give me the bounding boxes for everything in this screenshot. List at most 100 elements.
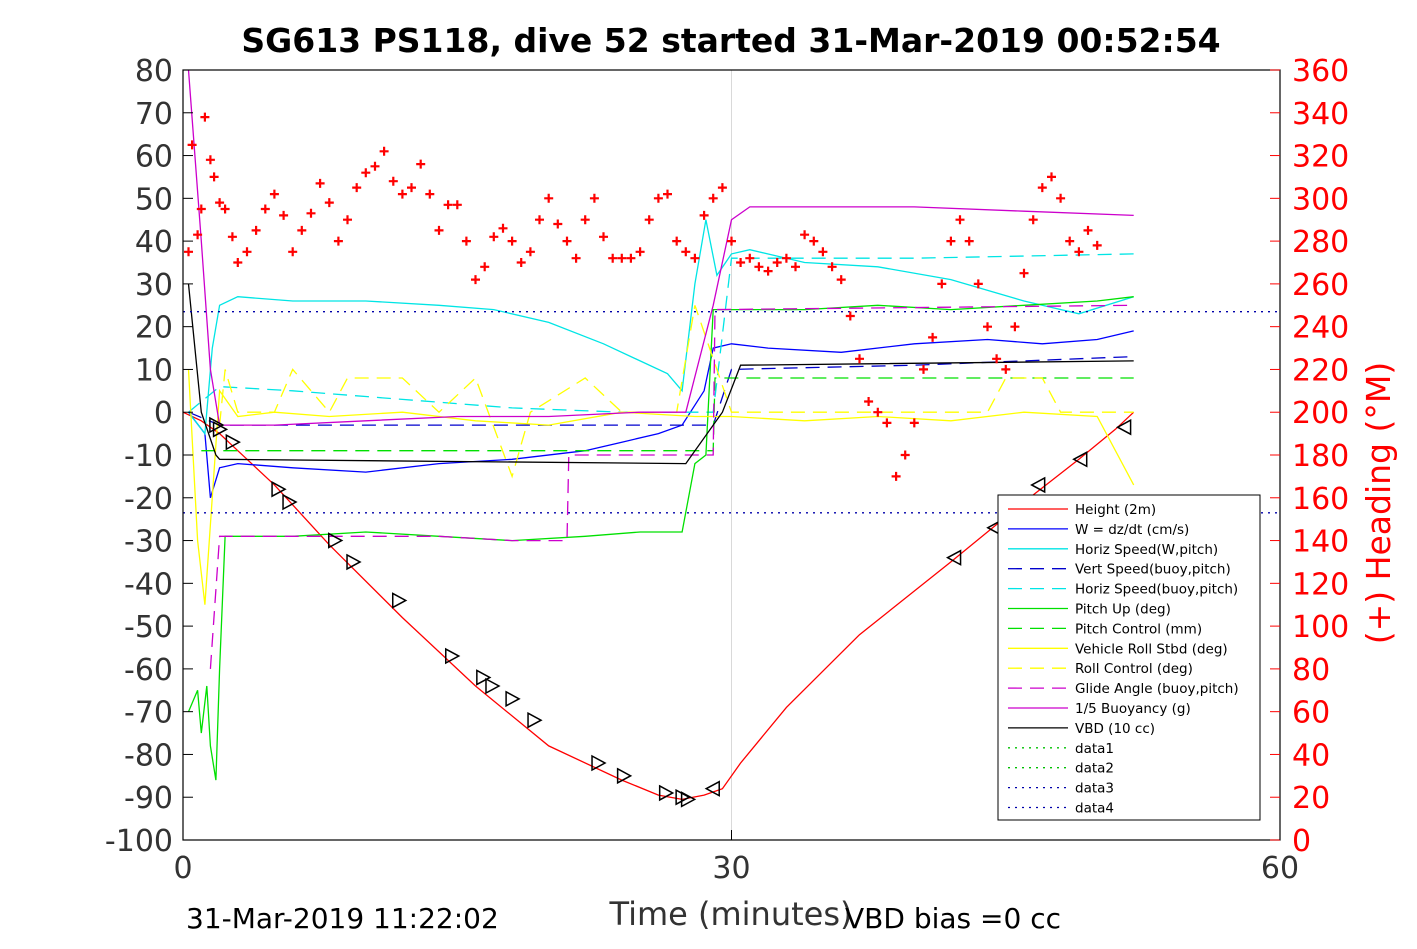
legend-label: Height (2m) [1075,502,1156,518]
right-tick-label: 220 [1292,353,1349,388]
heading-point [507,236,517,246]
heading-markers [184,113,1102,481]
heading-point [480,262,490,272]
left-tick-label: -30 [124,525,173,560]
heading-point [184,247,193,257]
x-tick-label: 0 [173,851,192,886]
legend-label: Roll Control (deg) [1075,661,1193,677]
event-marker [591,754,607,772]
event-marker [271,480,287,498]
heading-point [781,253,791,263]
left-tick-label: 50 [135,182,173,217]
right-tick-label: 260 [1292,268,1349,303]
left-tick-label: 40 [135,225,173,260]
heading-point [306,208,316,218]
event-marker [658,784,675,802]
legend-label: 1/5 Buoyancy (g) [1075,701,1191,717]
heading-point [745,253,755,263]
heading-point [1074,247,1084,257]
heading-point [562,236,572,246]
heading-point [580,215,590,225]
series-line-5 [187,296,1134,781]
x-tick-label: 60 [1261,851,1299,886]
left-tick-label: 30 [135,268,173,303]
heading-point [763,266,773,276]
heading-point [1056,193,1066,203]
heading-point [370,161,380,171]
heading-point [937,279,947,289]
right-tick-label: 320 [1292,140,1349,175]
heading-point [297,225,307,235]
legend-label: data1 [1075,741,1114,757]
right-tick-label: 60 [1292,696,1330,731]
right-tick-label: 200 [1292,396,1349,431]
legend-label: W = dz/dt (cm/s) [1075,522,1189,538]
heading-point [324,198,334,208]
heading-point [279,210,289,220]
heading-point [333,236,343,246]
heading-point [818,247,828,257]
heading-point [1028,215,1038,225]
heading-point [708,193,718,203]
heading-point [964,236,974,246]
heading-point [443,200,453,210]
heading-point [754,262,764,272]
event-marker [282,493,298,511]
heading-point [992,354,1002,364]
x-axis-ticks: 0 30 60 [173,830,1299,886]
x-tick-label: 30 [712,851,750,886]
left-tick-label: 20 [135,311,173,346]
heading-point [608,253,618,263]
heading-point [653,193,663,203]
heading-point [315,178,325,188]
footer-timestamp: 31-Mar-2019 11:22:02 [186,902,499,935]
right-tick-label: 140 [1292,525,1349,560]
heading-point [1065,236,1075,246]
series-line-7 [187,369,1135,605]
event-marker [328,532,344,549]
series-line-10 [187,69,1134,426]
heading-point [471,275,480,285]
heading-point [361,168,371,178]
heading-point [699,210,709,220]
heading-point [571,253,581,263]
heading-point [452,200,462,210]
legend-label: Pitch Control (mm) [1075,621,1202,637]
right-tick-label: 180 [1292,439,1349,474]
heading-point [1010,322,1020,332]
left-tick-label: 60 [135,140,173,175]
heading-point [288,247,298,257]
heading-point [626,253,636,263]
legend-label: data2 [1075,761,1114,777]
left-axis-ticks: 80 70 60 50 40 30 20 10 0 -10 -20 -30 -40 -50 -60 -70 -8… [105,54,193,859]
right-tick-label: 40 [1292,738,1330,773]
heading-point [891,471,901,481]
heading-point [589,193,599,203]
left-tick-label: -60 [124,653,173,688]
heading-point [1092,240,1102,250]
left-tick-label: -80 [124,738,173,773]
right-axis-label: (+) Heading (°M) [1359,362,1398,644]
heading-point [209,172,219,182]
heading-point [461,236,471,246]
heading-point [215,198,225,208]
right-tick-label: 100 [1292,610,1349,645]
heading-point [196,204,206,214]
legend-label: Horiz Speed(buoy,pitch) [1075,582,1238,598]
heading-point [928,332,938,342]
left-tick-label: -70 [124,696,173,731]
event-marker [505,690,521,708]
legend-label: Pitch Up (deg) [1075,602,1171,618]
event-marker [680,791,697,808]
heading-point [516,258,526,267]
heading-point [617,253,627,263]
legend-label: Horiz Speed(W,pitch) [1075,542,1218,558]
heading-point [919,364,928,374]
heading-point [855,354,864,364]
left-tick-label: -100 [105,824,173,859]
right-tick-label: 20 [1292,781,1330,816]
heading-point [200,112,210,122]
heading-point [1047,172,1056,182]
heading-point [983,322,992,332]
heading-point [946,236,956,246]
